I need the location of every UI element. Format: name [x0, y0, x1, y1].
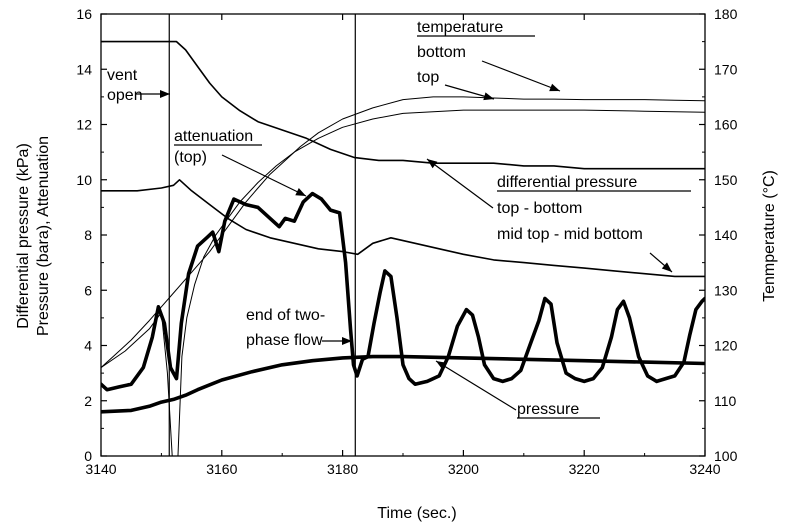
arrow-differential-top-bottom [426, 158, 494, 209]
y-left-tick-label: 4 [84, 338, 92, 354]
annotation-mid-top-mid-bottom: mid top - mid bottom [497, 226, 643, 243]
arrow-pressure [435, 360, 517, 411]
y-left-tick-label: 10 [76, 172, 92, 188]
x-tick-label: 3200 [448, 461, 479, 477]
y-right-tick-label: 100 [714, 448, 738, 464]
y-right-tick-label: 110 [714, 393, 737, 409]
y-right-tick-label: 170 [714, 61, 738, 77]
annotation-top-bottom: top - bottom [497, 200, 582, 217]
x-axis-title: Time (sec.) [377, 505, 456, 522]
y-right-tick-label: 160 [714, 117, 738, 133]
arrow-vent-open [135, 90, 170, 98]
axis-ticks: 3140 3160 3180 3200 3220 3240 0 2 4 6 8 10 12 14 16 100… [76, 6, 737, 477]
annotation-arrows [135, 60, 673, 411]
series-pressure [101, 354, 705, 414]
x-tick-label: 3160 [206, 461, 237, 477]
y-axis-title-right: Tenmperature (°C) [761, 170, 778, 302]
y-right-tick-label: 130 [714, 282, 738, 298]
annotation-labels: vent open attenuation (top) temperature … [107, 19, 691, 419]
x-tick-label: 3240 [689, 461, 720, 477]
arrow-attenuation [221, 154, 307, 197]
annotation-end-of-two: end of two- [246, 307, 325, 324]
annotation-attenuation: attenuation [174, 128, 253, 145]
annotation-phase-flow: phase flow [246, 332, 323, 349]
series-temperature-top [101, 109, 705, 456]
series-differential-pressure-top-bottom [101, 40, 705, 170]
y-left-tick-label: 6 [84, 282, 92, 298]
x-tick-label: 3180 [327, 461, 358, 477]
y-right-tick-label: 150 [714, 172, 738, 188]
vertical-markers [168, 14, 356, 456]
annotation-vent: vent [107, 67, 138, 84]
y-axis-title-left-1: Differential pressure (kPa) [15, 143, 32, 329]
annotation-pressure: pressure [517, 401, 579, 418]
y-left-tick-label: 8 [84, 227, 92, 243]
y-left-tick-label: 12 [76, 117, 92, 133]
y-left-tick-label: 0 [84, 448, 92, 464]
series-layer [101, 40, 705, 456]
annotation-top-paren: (top) [174, 149, 207, 166]
x-tick-label: 3220 [569, 461, 600, 477]
arrow-temperature-bottom [481, 60, 561, 92]
x-tick-label: 3140 [85, 461, 116, 477]
arrow-differential-mid [649, 252, 673, 273]
y-left-tick-label: 2 [84, 393, 92, 409]
annotation-open: open [107, 87, 143, 104]
series-attenuation-top [101, 191, 705, 392]
annotation-temperature: temperature [417, 19, 503, 36]
y-left-tick-label: 16 [76, 6, 92, 22]
y-axis-title-left-2: Pressure (bara), Attenuation [35, 136, 52, 336]
arrow-temperature-top [444, 84, 495, 101]
y-right-tick-label: 140 [714, 227, 738, 243]
series-differential-pressure-mid-top-mid-bottom [101, 179, 705, 278]
annotation-top: top [417, 69, 439, 86]
y-left-tick-label: 14 [76, 61, 92, 77]
y-right-tick-label: 180 [714, 6, 738, 22]
annotation-differential-pressure: differential pressure [497, 174, 637, 191]
annotation-bottom: bottom [417, 44, 466, 61]
arrow-end-two-phase-flow [322, 337, 352, 345]
y-right-tick-label: 120 [714, 338, 738, 354]
